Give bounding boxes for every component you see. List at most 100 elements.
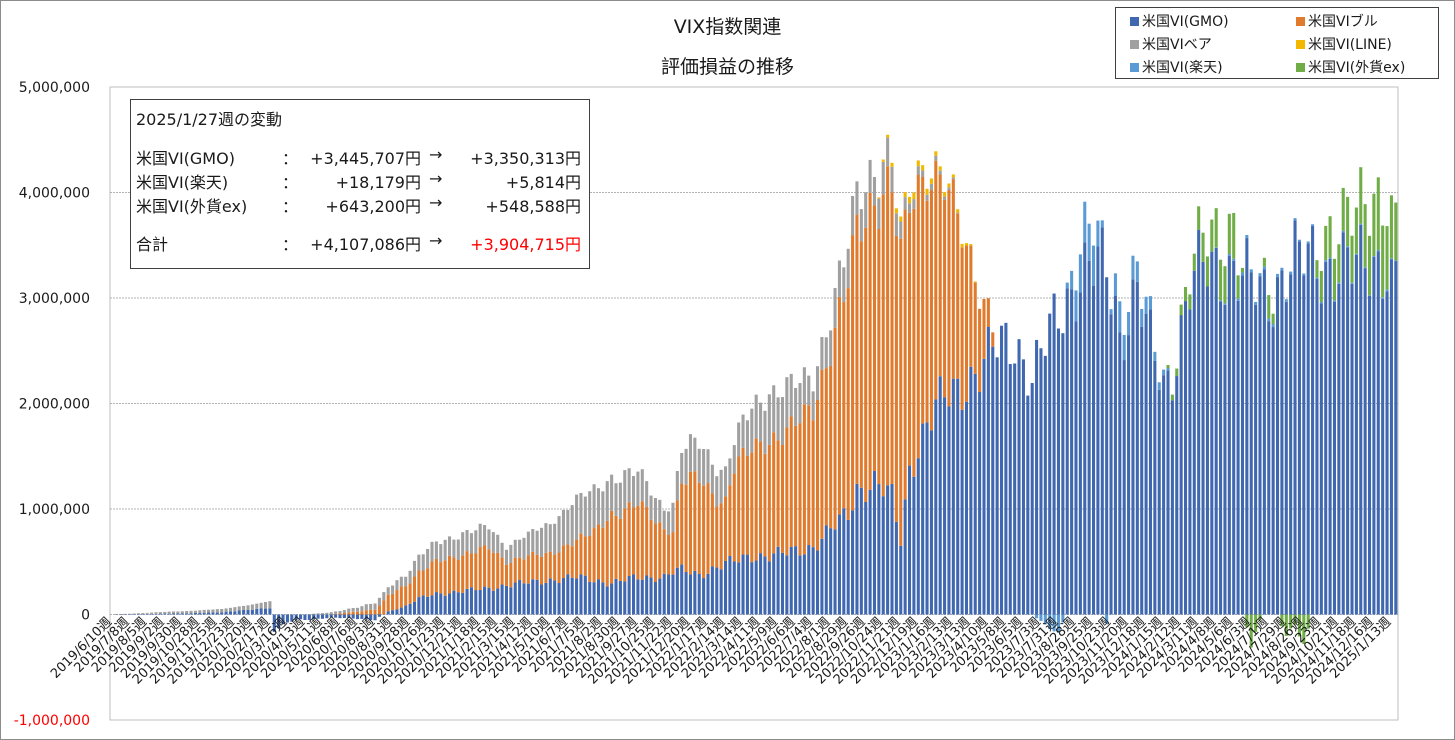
bar-gmo [1109, 314, 1113, 615]
bar-bear [868, 159, 872, 193]
weekly-change-heading: 2025/1/27週の変動 [136, 110, 283, 129]
bar-gmo [675, 567, 679, 615]
bar-bull [649, 519, 653, 578]
bar-bear [408, 570, 412, 584]
bar-gmo [1144, 313, 1148, 615]
bar-gmo [1254, 304, 1258, 615]
bar-bear [894, 213, 898, 236]
bar-bull [386, 594, 390, 612]
bar-gmo [1201, 261, 1205, 615]
bar-bear [150, 612, 154, 614]
legend-swatch-bull [1296, 17, 1305, 26]
bar-gmo [697, 573, 701, 615]
bar-bear [759, 402, 763, 442]
y-tick-label: -1,000,000 [14, 713, 90, 729]
bar-rakuten [1091, 245, 1096, 286]
bar-gmo [1350, 283, 1354, 615]
bar-bear [189, 610, 193, 614]
bar-bear [658, 499, 662, 523]
bar-gmo [132, 614, 136, 615]
legend-item-bull: 米国VIブル [1296, 11, 1378, 31]
bar-rakuten [1083, 201, 1087, 243]
bar-gmo [671, 574, 675, 615]
bar-gmo [434, 592, 438, 615]
bar-gmo [290, 614, 294, 622]
bar-gmo [1227, 256, 1231, 615]
weekly-change-box: 2025/1/27週の変動 米国VI(GMO) ： +3,445,707円 → … [130, 99, 590, 269]
bar-gmo [119, 614, 123, 615]
bar-gmo [150, 613, 154, 615]
legend-label-rakuten: 米国VI(楽天) [1142, 60, 1223, 76]
bar-bear [943, 196, 947, 200]
row-rakuten-sep: ： [282, 173, 299, 192]
bar-ex [1346, 196, 1350, 247]
bar-bull [465, 551, 469, 589]
bar-gmo [570, 577, 574, 615]
bar-gmo [180, 613, 184, 615]
row-ex-prev: +643,200円 [325, 197, 421, 216]
bar-line [956, 209, 960, 213]
bar-bull [351, 611, 355, 615]
bar-line [973, 281, 977, 283]
bar-gmo [846, 519, 850, 615]
bar-bear [566, 509, 570, 545]
bar-gmo [1293, 220, 1297, 615]
bar-gmo [246, 609, 250, 615]
bar-bear [233, 607, 237, 612]
bar-rakuten [1254, 301, 1258, 305]
bar-gmo [171, 613, 176, 615]
bar-gmo [404, 605, 408, 615]
bar-gmo [1043, 355, 1047, 615]
bar-gmo [474, 590, 478, 615]
bar-gmo [1113, 296, 1117, 615]
bar-bear [829, 330, 833, 366]
bar-bull [675, 500, 679, 568]
bar-gmo [500, 584, 504, 615]
bar-rakuten [1249, 269, 1253, 273]
bar-bear [662, 510, 666, 530]
bar-gmo [522, 583, 526, 615]
bar-rakuten [1166, 368, 1170, 371]
bar-gmo [1127, 335, 1131, 615]
bar-bull [894, 235, 898, 522]
bar-gmo [391, 610, 395, 615]
bar-gmo [583, 575, 587, 615]
bar-gmo [1394, 261, 1398, 615]
bar-bear [956, 212, 960, 214]
bar-bear [443, 539, 447, 561]
bar-bull [741, 447, 745, 555]
bar-gmo [263, 608, 268, 615]
bar-bear [763, 410, 767, 454]
bar-gmo [1017, 339, 1021, 615]
bar-bear [750, 408, 754, 453]
bar-gmo [1354, 254, 1358, 615]
bar-gmo [1319, 303, 1323, 615]
bar-gmo [548, 578, 552, 615]
bar-bear [115, 614, 119, 615]
row-total-arrow: → [429, 231, 443, 250]
bar-gmo [1078, 292, 1082, 615]
bar-gmo [1297, 241, 1301, 615]
bar-bull [535, 554, 539, 580]
bar-rakuten [1035, 614, 1039, 619]
bar-bull [430, 561, 434, 596]
bar-rakuten [1240, 272, 1245, 276]
bar-gmo [202, 612, 206, 615]
bar-rakuten [1113, 273, 1117, 297]
bar-bull [934, 160, 938, 400]
bar-ex [1350, 235, 1354, 283]
bar-gmo [1087, 260, 1091, 615]
bar-bull [434, 558, 438, 593]
bar-gmo [964, 401, 969, 615]
row-total-prev: +4,107,086円 [310, 235, 421, 254]
bar-gmo [745, 554, 749, 615]
bar-gmo [1258, 276, 1262, 615]
bar-bull [807, 405, 811, 546]
bar-bull [627, 502, 631, 576]
bar-rakuten [1328, 257, 1332, 259]
bar-gmo [1074, 321, 1078, 615]
bar-bear [680, 453, 684, 484]
bar-rakuten [1162, 369, 1166, 376]
bar-gmo [829, 528, 833, 615]
bar-gmo [842, 508, 846, 615]
